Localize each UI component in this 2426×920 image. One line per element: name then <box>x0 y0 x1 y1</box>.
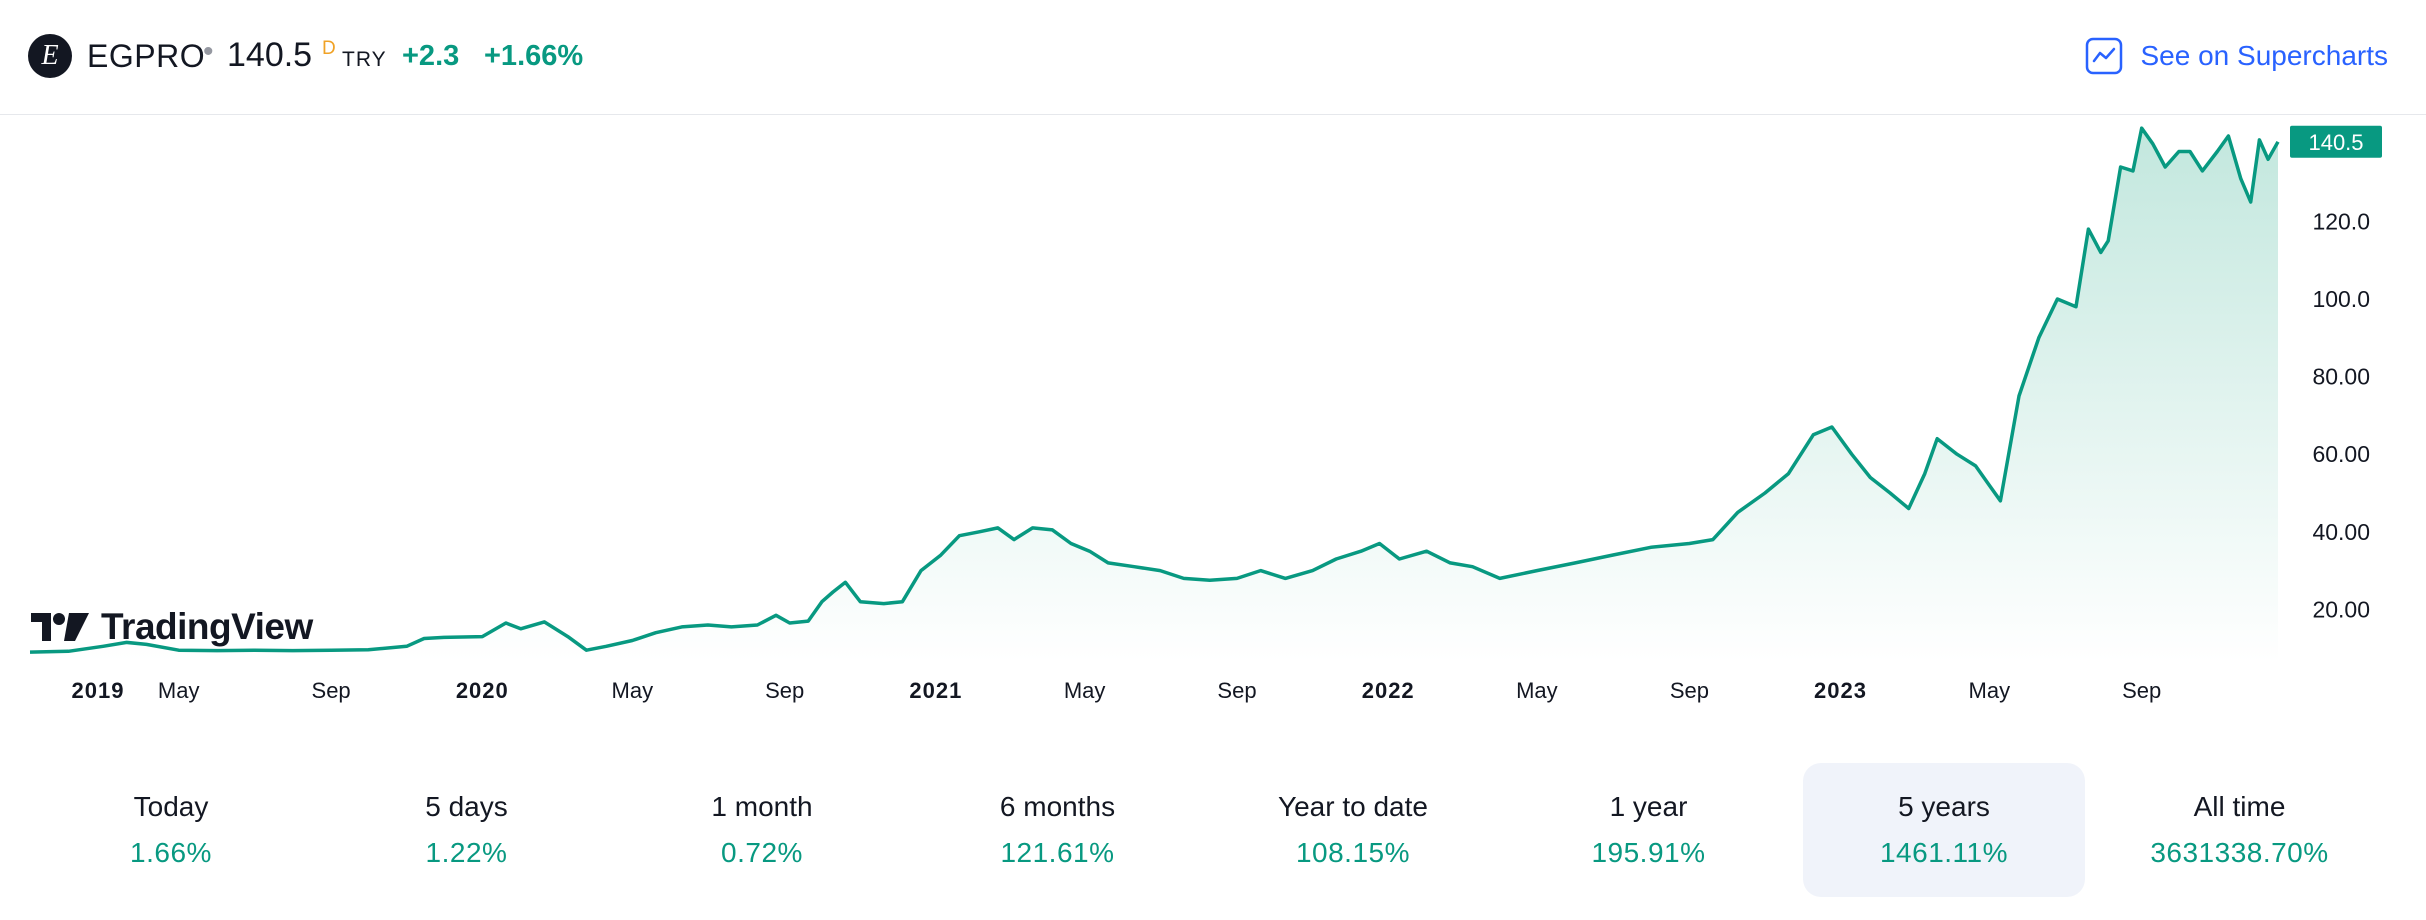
period-value: 3631338.70% <box>2150 837 2329 868</box>
currency-code: TRY <box>342 48 387 71</box>
time-axis: 2019 May Sep 2020 May Sep 2021 May Sep 2022 May Sep… <box>72 678 2162 703</box>
price-axis-label: 120.0 <box>2312 208 2370 234</box>
price-axis-label: 80.00 <box>2312 364 2370 390</box>
time-axis-label: Sep <box>1217 678 1256 703</box>
time-axis-label: 2023 <box>1814 678 1867 703</box>
price-change-percent: +1.66% <box>484 40 584 72</box>
period-tab-all-time[interactable]: All time 3631338.70% <box>2099 763 2381 897</box>
period-label: All time <box>2193 791 2286 822</box>
time-axis-label: 2021 <box>909 678 962 703</box>
period-label: 1 year <box>1609 791 1688 822</box>
period-tab-5-years[interactable]: 5 years 1461.11% <box>1803 763 2085 897</box>
symbol-header: E EGPRO • 140.5 D TRY +2.3 +1.66% See on… <box>0 0 2426 115</box>
price-chart[interactable]: 20.00 40.00 60.00 80.00 100.0 120.0 2019 May Se… <box>0 116 2426 716</box>
time-axis-label: May <box>1064 678 1106 703</box>
time-axis-label: May <box>1516 678 1558 703</box>
price-axis: 20.00 40.00 60.00 80.00 100.0 120.0 <box>2312 208 2370 622</box>
last-price: 140.5 <box>227 36 313 74</box>
period-value: 1461.11% <box>1879 837 2009 868</box>
period-value: 108.15% <box>1295 837 1411 868</box>
last-price-badge: 140.5 <box>2290 125 2382 158</box>
period-tab-1-year[interactable]: 1 year 195.91% <box>1508 763 1790 897</box>
time-axis-label: Sep <box>1670 678 1709 703</box>
price-area <box>30 128 2278 662</box>
time-axis-label: Sep <box>2122 678 2161 703</box>
time-axis-label: 2019 <box>72 678 125 703</box>
tradingview-watermark: TradingView <box>31 606 313 648</box>
period-value: 1.66% <box>130 837 212 868</box>
chart-line-icon <box>2085 37 2122 75</box>
time-axis-label: May <box>158 678 200 703</box>
period-label: 5 years <box>1898 791 1990 822</box>
tradingview-logo-text: TradingView <box>101 606 313 647</box>
period-tab-year-to-date[interactable]: Year to date 108.15% <box>1212 763 1494 897</box>
time-axis-label: 2022 <box>1362 678 1415 703</box>
period-label: Today <box>133 791 209 822</box>
price-axis-label: 40.00 <box>2312 519 2370 545</box>
separator-dot: • <box>203 35 214 68</box>
period-value: 195.91% <box>1591 837 1706 868</box>
price-axis-label: 20.00 <box>2312 596 2370 622</box>
period-label: 5 days <box>425 791 508 822</box>
period-label: 1 month <box>711 791 813 822</box>
last-price-label: 140.5 <box>2308 130 2363 155</box>
period-tab-5-days[interactable]: 5 days 1.22% <box>326 763 608 897</box>
price-change: +2.3 <box>402 40 460 72</box>
time-axis-label: May <box>612 678 654 703</box>
period-label: Year to date <box>1278 791 1428 822</box>
time-axis-label: May <box>1969 678 2011 703</box>
period-tab-today[interactable]: Today 1.66% <box>30 763 312 897</box>
tradingview-logo-icon <box>31 613 89 641</box>
time-axis-label: Sep <box>765 678 804 703</box>
time-axis-label: Sep <box>312 678 351 703</box>
interval-mark: D <box>322 38 336 59</box>
price-axis-label: 60.00 <box>2312 441 2370 467</box>
period-tab-6-months[interactable]: 6 months 121.61% <box>917 763 1199 897</box>
company-logo: E <box>28 34 72 78</box>
see-on-supercharts-link[interactable]: See on Supercharts <box>2085 36 2389 76</box>
period-value: 0.72% <box>721 837 803 868</box>
period-tab-1-month[interactable]: 1 month 0.72% <box>621 763 903 897</box>
price-axis-label: 100.0 <box>2312 286 2370 312</box>
performance-periods: Today 1.66% 5 days 1.22% 1 month 0.72% 6… <box>30 763 2396 897</box>
period-value: 1.22% <box>425 837 508 868</box>
price-line <box>29 126 2280 654</box>
time-axis-label: 2020 <box>456 678 509 703</box>
supercharts-label: See on Supercharts <box>2140 40 2389 71</box>
period-value: 121.61% <box>1000 837 1115 868</box>
period-label: 6 months <box>999 791 1116 822</box>
symbol-name[interactable]: EGPRO <box>87 38 206 74</box>
